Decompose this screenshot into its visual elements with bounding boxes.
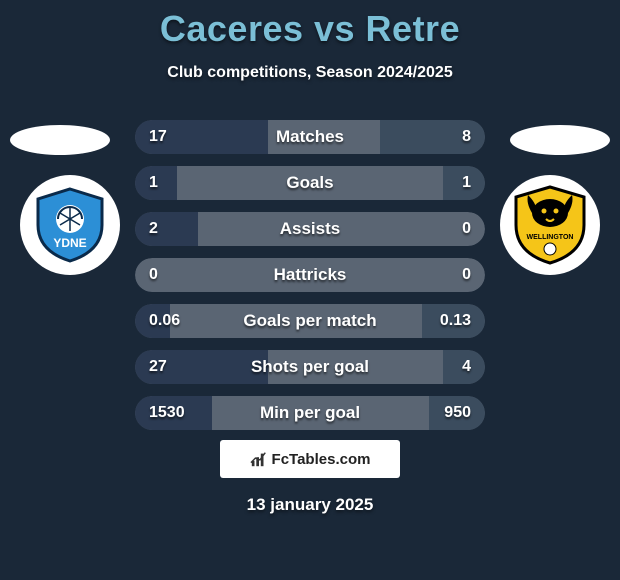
stat-row: 17Matches8 [135, 120, 485, 154]
stat-value-right: 1 [427, 174, 485, 192]
stat-value-right: 4 [427, 358, 485, 376]
stat-value-right: 0 [427, 266, 485, 284]
stat-value-right: 8 [427, 128, 485, 146]
stat-value-left: 0 [135, 266, 193, 284]
stat-label: Min per goal [193, 403, 427, 423]
stat-value-right: 0 [427, 220, 485, 238]
page-title: Caceres vs Retre [0, 0, 620, 50]
team-logo-right: WELLINGTON [500, 175, 600, 275]
stat-label: Hattricks [193, 265, 427, 285]
brand-text: FcTables.com [272, 451, 371, 468]
footer-date: 13 january 2025 [0, 495, 620, 515]
svg-text:WELLINGTON: WELLINGTON [527, 234, 574, 241]
stat-value-left: 0.06 [135, 312, 193, 330]
stat-value-right: 0.13 [427, 312, 485, 330]
player-oval-left [10, 125, 110, 155]
stat-value-left: 2 [135, 220, 193, 238]
stat-row: 1530Min per goal950 [135, 396, 485, 430]
stat-label: Shots per goal [193, 357, 427, 377]
stat-row: 0Hattricks0 [135, 258, 485, 292]
player-oval-right [510, 125, 610, 155]
brand-badge: FcTables.com [220, 440, 400, 478]
stat-label: Goals [193, 173, 427, 193]
page-subtitle: Club competitions, Season 2024/2025 [0, 64, 620, 82]
stat-value-left: 1 [135, 174, 193, 192]
wellington-phoenix-logo-icon: WELLINGTON [508, 183, 592, 267]
sydney-fc-logo-icon: YDNE [30, 185, 110, 265]
stat-value-left: 27 [135, 358, 193, 376]
bar-chart-icon [250, 450, 268, 468]
stat-value-right: 950 [427, 404, 485, 422]
stat-value-left: 1530 [135, 404, 193, 422]
stats-list: 17Matches81Goals12Assists00Hattricks00.0… [135, 120, 485, 442]
svg-text:YDNE: YDNE [53, 236, 86, 250]
team-logo-left: YDNE [20, 175, 120, 275]
stat-value-left: 17 [135, 128, 193, 146]
stat-label: Goals per match [193, 311, 427, 331]
stat-row: 2Assists0 [135, 212, 485, 246]
stat-row: 0.06Goals per match0.13 [135, 304, 485, 338]
stat-row: 27Shots per goal4 [135, 350, 485, 384]
stat-label: Assists [193, 219, 427, 239]
stat-label: Matches [193, 127, 427, 147]
stat-row: 1Goals1 [135, 166, 485, 200]
